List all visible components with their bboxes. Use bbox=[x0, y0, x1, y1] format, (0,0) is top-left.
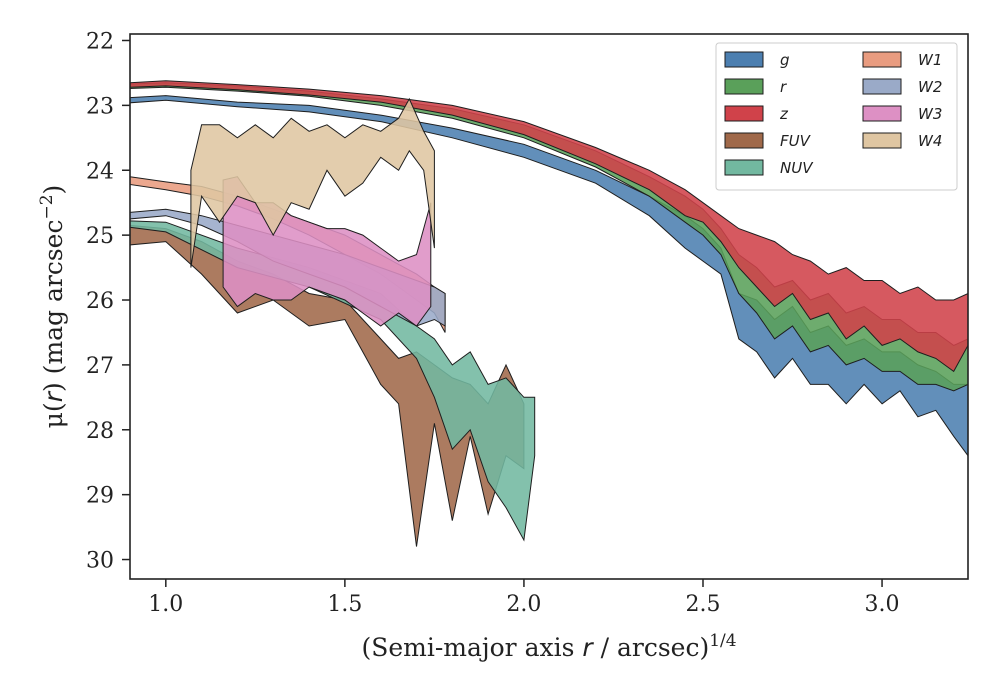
y-axis-ticks: 22 23 24 25 26 27 28 29 30 bbox=[86, 29, 130, 574]
legend-label-g: g bbox=[780, 51, 790, 69]
legend-label-W1: W1 bbox=[918, 51, 942, 69]
plot-frame bbox=[129, 33, 969, 580]
y-tick-label: 22 bbox=[86, 29, 114, 54]
y-tick-label: 25 bbox=[86, 224, 114, 249]
legend-label-W3: W3 bbox=[918, 105, 942, 123]
y-tick-label: 28 bbox=[86, 419, 114, 444]
y-tick-label: 26 bbox=[86, 289, 114, 314]
legend-swatch-g bbox=[724, 51, 764, 68]
y-tick-label: 24 bbox=[86, 159, 114, 184]
legend-swatch-W3 bbox=[862, 105, 902, 122]
x-tick-label: 2.5 bbox=[685, 592, 720, 617]
legend-swatch-NUV bbox=[724, 159, 764, 176]
x-tick-label: 1.5 bbox=[327, 592, 362, 617]
legend-label-FUV: FUV bbox=[780, 132, 812, 150]
area-W4 bbox=[190, 97, 435, 268]
legend-label-NUV: NUV bbox=[780, 159, 814, 177]
x-tick-label: 2.0 bbox=[506, 592, 541, 617]
y-tick-label: 30 bbox=[86, 549, 114, 574]
y-tick-label: 23 bbox=[86, 94, 114, 119]
x-axis-ticks: 1.0 1.5 2.0 2.5 3.0 bbox=[148, 579, 900, 617]
y-tick-label: 27 bbox=[86, 354, 114, 379]
legend-label-W4: W4 bbox=[918, 132, 942, 150]
y-tick-label: 29 bbox=[86, 484, 114, 509]
legend-label-r: r bbox=[780, 78, 787, 96]
x-tick-label: 1.0 bbox=[148, 592, 183, 617]
x-tick-label: 3.0 bbox=[865, 592, 900, 617]
x-axis-label: (Semi-major axis r / arcsec)1/4​ bbox=[361, 631, 736, 662]
legend-swatch-W1 bbox=[862, 51, 902, 68]
legend: grz FUV NUV W1 W2 W3 W4 bbox=[715, 42, 958, 191]
legend-swatch-W2 bbox=[862, 78, 902, 95]
legend-swatch-FUV bbox=[724, 132, 764, 149]
legend-label-z: z bbox=[779, 105, 789, 123]
legend-swatch-r bbox=[724, 78, 764, 95]
chart-areas bbox=[129, 80, 969, 547]
legend-swatch-z bbox=[724, 105, 764, 122]
legend-label-W2: W2 bbox=[918, 78, 942, 96]
y-axis-label: μ(r) (mag arcsec−2​) bbox=[37, 185, 68, 429]
legend-swatch-W4 bbox=[862, 132, 902, 149]
